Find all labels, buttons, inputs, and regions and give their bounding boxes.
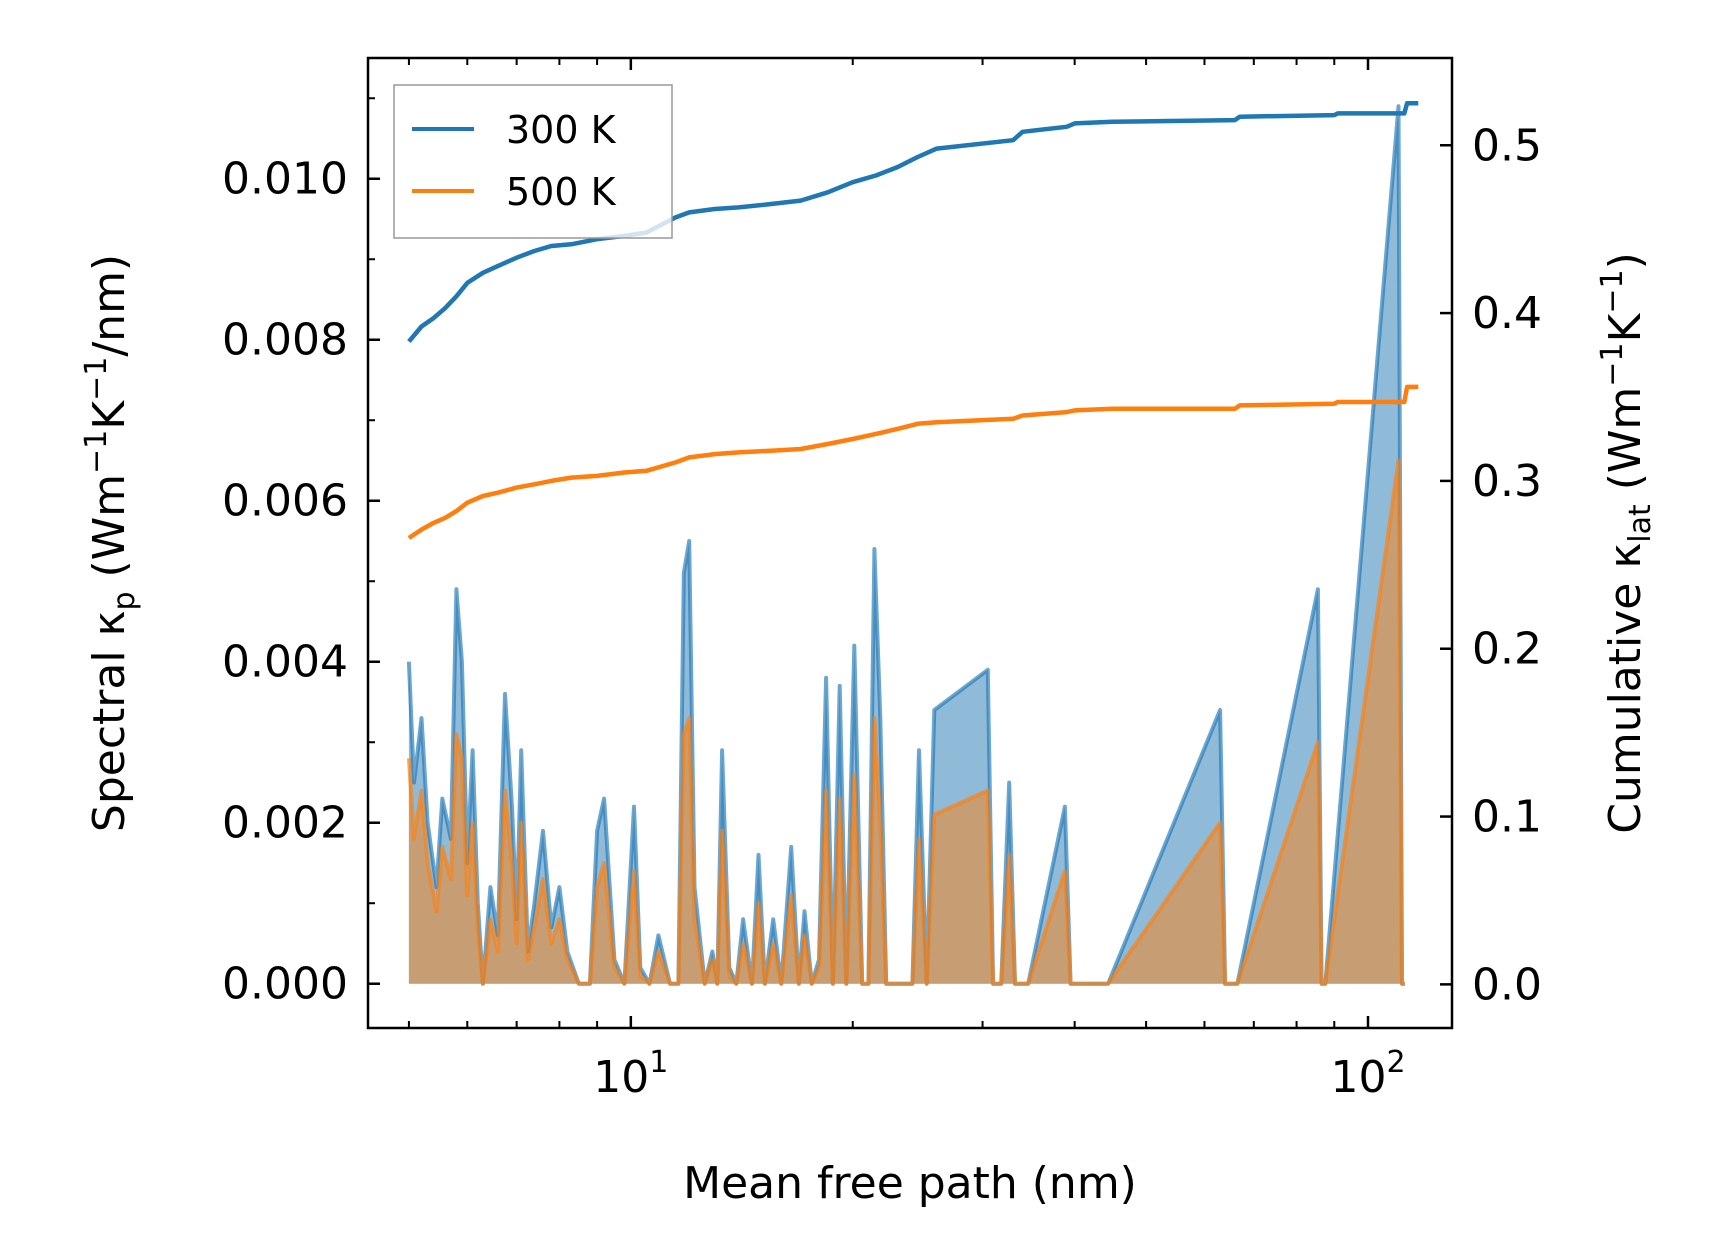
x-axis-label: Mean free path (nm)	[683, 1158, 1137, 1209]
x-tick-label: 101	[593, 1045, 668, 1103]
spectral-fill-500k	[408, 460, 1405, 984]
y-right-tick-label: 0.0	[1472, 959, 1542, 1010]
y-right-tick-label: 0.3	[1472, 456, 1542, 507]
axes: 0.000 0.002 0.004 0.006 0.008 0.010 0.0 0.1 0.2 0…	[222, 58, 1542, 1103]
y-left-tick-label: 0.006	[222, 476, 348, 527]
cumulative-line-300k	[407, 101, 1419, 344]
spectral-line-500k	[406, 458, 1405, 986]
legend-label-500k: 500 K	[506, 170, 617, 214]
x-tick-label: 102	[1330, 1045, 1405, 1103]
plot-area	[406, 101, 1419, 986]
legend: 300 K 500 K	[393, 84, 673, 239]
y-right-tick-label: 0.1	[1472, 792, 1542, 843]
y-left-tick-label: 0.008	[222, 315, 348, 366]
cumulative-line-500k	[407, 384, 1419, 540]
y-left-tick-label: 0.004	[222, 637, 348, 688]
axes-frame	[366, 56, 1454, 1030]
y-right-tick-label: 0.5	[1472, 120, 1542, 171]
y-axis-right-label: Cumulative κlat (Wm−1K−1)	[1595, 252, 1658, 834]
y-left-tick-label: 0.010	[222, 154, 348, 205]
legend-box	[393, 84, 673, 239]
y-right-tick-label: 0.4	[1472, 288, 1542, 339]
legend-label-300k: 300 K	[506, 108, 617, 152]
y-left-tick-label: 0.000	[222, 959, 348, 1010]
y-right-tick-label: 0.2	[1472, 624, 1542, 675]
y-left-tick-label: 0.002	[222, 798, 348, 849]
y-axis-left-label: Spectral κp (Wm−1K−1/nm)	[79, 254, 142, 832]
